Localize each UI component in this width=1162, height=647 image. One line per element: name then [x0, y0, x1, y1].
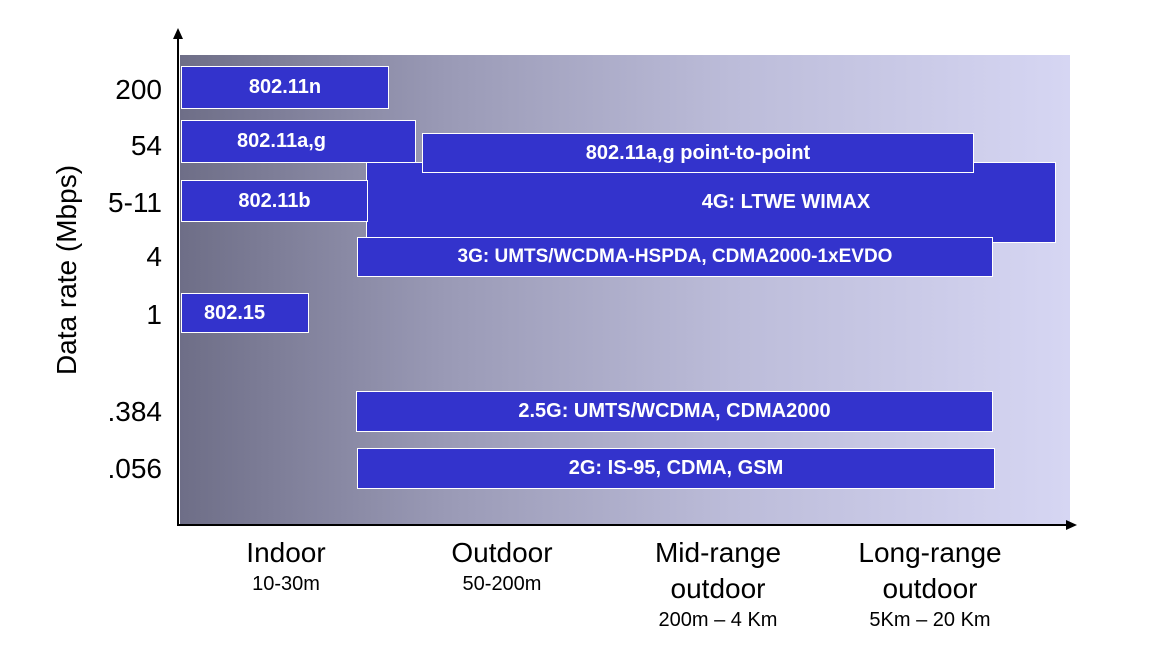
tech-box-3g: 3G: UMTS/WCDMA-HSPDA, CDMA2000-1xEVDO	[357, 237, 993, 277]
tech-box-80211b: 802.11b	[181, 180, 368, 222]
x-axis-line	[177, 524, 1067, 526]
x-axis-arrow	[1066, 520, 1077, 530]
tech-box-25g: 2.5G: UMTS/WCDMA, CDMA2000	[356, 391, 993, 432]
x-category-long-range-outdoor: Long-range outdoor 5Km – 20 Km	[830, 535, 1030, 633]
tech-box-4g: 4G: LTWE WIMAX	[366, 162, 1056, 243]
x-category-range: 200m – 4 Km	[658, 609, 778, 631]
x-category-indoor: Indoor 10-30m	[206, 535, 366, 597]
tech-box-80211n: 802.11n	[181, 66, 389, 109]
y-tick-0056: .056	[107, 453, 163, 484]
x-category-range: 10-30m	[252, 573, 320, 595]
tech-box-2g: 2G: IS-95, CDMA, GSM	[357, 448, 995, 489]
tech-box-80211ag-p2p: 802.11a,g point-to-point	[422, 133, 974, 173]
y-tick-1: 1	[146, 299, 162, 330]
x-category-name: Long-range outdoor	[858, 537, 1002, 604]
y-tick-4: 4	[146, 241, 162, 272]
x-category-range: 5Km – 20 Km	[869, 609, 991, 631]
x-category-name: Outdoor	[451, 537, 553, 568]
tech-box-80215: 802.15	[181, 293, 309, 333]
y-tick-200: 200	[115, 74, 162, 105]
x-category-mid-range-outdoor: Mid-range outdoor 200m – 4 Km	[618, 535, 818, 633]
y-tick-54: 54	[130, 130, 162, 161]
y-tick-0384: .384	[107, 396, 163, 427]
x-category-outdoor: Outdoor 50-200m	[422, 535, 582, 597]
y-axis-arrow	[173, 28, 183, 39]
x-category-range: 50-200m	[462, 573, 542, 595]
y-axis-line	[177, 38, 179, 526]
tech-box-80211ag: 802.11a,g	[181, 120, 416, 163]
y-tick-5-11: 5-11	[108, 187, 162, 218]
x-category-name: Indoor	[246, 537, 326, 568]
x-category-name: Mid-range outdoor	[654, 537, 782, 604]
